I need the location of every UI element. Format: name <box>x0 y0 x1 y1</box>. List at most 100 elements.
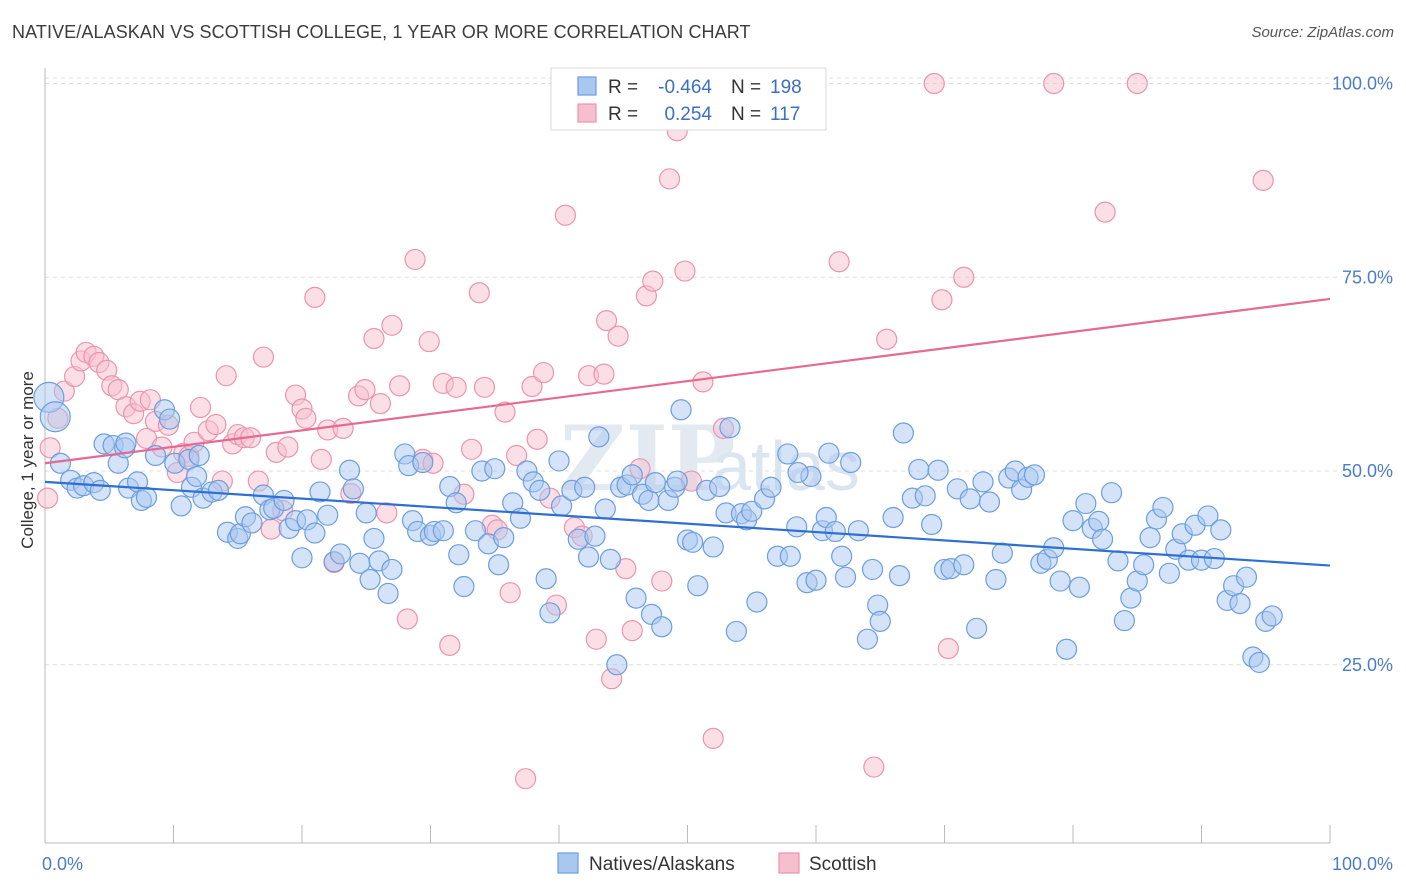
natives-point <box>377 582 399 605</box>
scottish-point <box>369 392 391 415</box>
scottish-point <box>363 327 385 350</box>
natives-point <box>787 461 809 484</box>
scottish-point <box>381 314 403 336</box>
natives-point <box>529 479 551 501</box>
natives-point <box>159 408 181 430</box>
natives-point <box>1139 527 1161 549</box>
legend-swatch-scottish <box>577 103 597 123</box>
natives-point <box>39 401 71 433</box>
natives-point <box>638 489 660 512</box>
scottish-point <box>554 204 577 226</box>
natives-point <box>725 620 747 643</box>
natives-point <box>702 536 724 558</box>
natives-point <box>1049 570 1071 592</box>
x-tick-label: 100.0% <box>1332 854 1393 874</box>
natives-point <box>621 464 643 486</box>
scottish-point <box>607 325 629 347</box>
natives-point <box>135 486 158 508</box>
natives-point <box>953 554 975 576</box>
scottish-point <box>642 270 664 292</box>
legend-n-label: N = <box>731 104 761 125</box>
legend-r-value: 0.254 <box>664 104 712 125</box>
natives-point <box>786 516 808 538</box>
tick-labels: 25.0% 50.0% 75.0% 100.0% 0.0% 100.0% College, … <box>18 74 1393 875</box>
natives-point <box>1088 510 1110 532</box>
natives-point <box>741 500 763 522</box>
scottish-point <box>215 365 237 387</box>
natives-point <box>687 575 709 597</box>
scottish-point <box>876 328 898 350</box>
natives-point <box>594 498 616 520</box>
natives-point <box>834 566 857 588</box>
scottish-point <box>651 570 673 592</box>
natives-point <box>882 506 904 529</box>
scottish-point <box>295 407 317 429</box>
natives-point <box>453 575 475 598</box>
scottish-point <box>595 310 618 332</box>
y-tick-label: 25.0% <box>1342 655 1393 675</box>
bottom-legend-label-natives: Natives/Alaskans <box>589 854 735 875</box>
chart-title: NATIVE/ALASKAN VS SCOTTISH COLLEGE, 1 YE… <box>12 22 751 42</box>
scottish-point <box>461 438 483 460</box>
natives-point <box>464 520 487 542</box>
natives-point <box>709 475 731 498</box>
scottish-trend-line <box>44 297 1331 465</box>
natives-point <box>1133 554 1155 576</box>
natives-point <box>342 478 364 500</box>
natives-point <box>1075 492 1097 515</box>
natives-point <box>1248 651 1270 674</box>
natives-point <box>892 422 914 444</box>
natives-point <box>779 545 801 567</box>
scottish-point <box>585 628 607 650</box>
scottish-point <box>923 72 945 95</box>
scottish-point <box>310 448 332 470</box>
scottish-point <box>863 756 885 778</box>
scottish-point <box>445 376 467 398</box>
natives-point <box>978 491 1001 513</box>
natives-point <box>548 450 570 472</box>
scottish-point <box>468 282 490 304</box>
scottish-point <box>354 379 376 401</box>
trend-lines <box>44 297 1331 567</box>
natives-point <box>824 520 846 543</box>
natives-point <box>170 495 192 517</box>
natives-point <box>1158 562 1180 584</box>
natives-point <box>682 531 704 553</box>
natives-point <box>1152 496 1174 519</box>
scottish-points <box>36 71 1274 790</box>
scottish-point <box>621 620 643 642</box>
scottish-point <box>658 168 681 190</box>
natives-point <box>972 471 994 493</box>
natives-point <box>363 527 385 550</box>
scottish-point <box>277 436 299 458</box>
natives-point <box>666 470 688 492</box>
scottish-point <box>702 727 724 749</box>
natives-point <box>1210 519 1232 541</box>
scottish-point <box>593 363 615 385</box>
natives-point <box>670 399 692 421</box>
natives-point <box>959 488 981 510</box>
scottish-point <box>499 582 521 604</box>
natives-point <box>921 513 943 536</box>
natives-point <box>991 542 1013 564</box>
scottish-point <box>36 487 59 509</box>
natives-point <box>432 520 454 542</box>
scottish-point <box>404 248 426 271</box>
natives-point <box>599 548 622 570</box>
natives-point <box>914 485 936 507</box>
natives-point <box>241 512 263 534</box>
natives-point <box>188 444 210 467</box>
natives-point <box>186 465 208 488</box>
natives-point <box>1197 505 1219 527</box>
y-tick-label: 100.0% <box>1332 74 1393 94</box>
natives-point <box>577 546 600 568</box>
natives-point <box>644 472 666 494</box>
natives-point <box>719 417 741 439</box>
natives-point <box>584 525 606 547</box>
natives-point <box>869 610 891 632</box>
natives-point <box>985 568 1007 591</box>
scottish-point <box>396 608 418 630</box>
natives-point <box>856 628 879 650</box>
scottish-point <box>1094 201 1116 223</box>
natives-point <box>760 476 782 498</box>
